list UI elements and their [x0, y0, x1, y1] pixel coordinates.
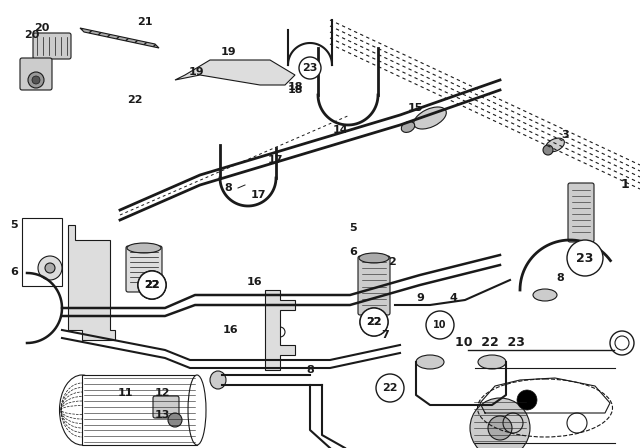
Text: 20: 20	[35, 23, 50, 33]
Ellipse shape	[60, 375, 104, 445]
Text: 10: 10	[433, 320, 447, 330]
Ellipse shape	[545, 138, 564, 152]
Text: 22: 22	[366, 317, 381, 327]
Circle shape	[488, 416, 512, 440]
Text: 19: 19	[220, 47, 236, 57]
Circle shape	[376, 374, 404, 402]
Text: 4: 4	[449, 293, 457, 303]
Circle shape	[543, 145, 553, 155]
Ellipse shape	[478, 355, 506, 369]
Text: 11: 11	[118, 388, 134, 398]
FancyBboxPatch shape	[126, 246, 162, 292]
Ellipse shape	[359, 253, 389, 263]
Text: 21: 21	[137, 17, 153, 27]
Ellipse shape	[188, 375, 206, 445]
FancyBboxPatch shape	[153, 396, 179, 418]
Text: 22: 22	[382, 383, 397, 393]
Text: 8: 8	[306, 365, 314, 375]
Text: 7: 7	[381, 330, 389, 340]
Text: 5: 5	[349, 223, 357, 233]
Text: 16: 16	[222, 325, 238, 335]
Ellipse shape	[127, 243, 161, 253]
Circle shape	[299, 57, 321, 79]
Ellipse shape	[413, 107, 446, 129]
Text: 23: 23	[576, 251, 594, 264]
Circle shape	[45, 263, 55, 273]
Circle shape	[28, 72, 44, 88]
Polygon shape	[68, 225, 115, 340]
FancyBboxPatch shape	[20, 58, 52, 90]
Ellipse shape	[533, 289, 557, 301]
Text: 5: 5	[10, 220, 18, 230]
Circle shape	[360, 308, 388, 336]
Text: 17: 17	[250, 190, 266, 200]
Polygon shape	[175, 60, 295, 85]
Text: 14: 14	[332, 125, 348, 135]
Text: 6: 6	[349, 247, 357, 257]
Circle shape	[138, 271, 166, 299]
Text: 12: 12	[155, 388, 170, 398]
Text: 18: 18	[287, 85, 303, 95]
Text: 8: 8	[556, 273, 564, 283]
Text: 23: 23	[302, 63, 317, 73]
Circle shape	[517, 390, 537, 410]
Text: 20: 20	[24, 30, 40, 40]
Text: 22: 22	[144, 280, 160, 290]
Text: 1: 1	[621, 178, 629, 191]
Text: 3: 3	[561, 130, 569, 140]
Text: 22: 22	[127, 95, 143, 105]
Circle shape	[168, 413, 182, 427]
Polygon shape	[80, 28, 159, 48]
Bar	[82, 375, 197, 445]
Ellipse shape	[210, 371, 226, 389]
Text: 6: 6	[10, 267, 18, 277]
Text: 22: 22	[144, 280, 160, 290]
Text: 9: 9	[416, 293, 424, 303]
Text: 13: 13	[155, 410, 170, 420]
Text: 22: 22	[144, 280, 160, 290]
Text: 15: 15	[407, 103, 422, 113]
Circle shape	[138, 271, 166, 299]
Bar	[22, 218, 62, 286]
Circle shape	[32, 76, 40, 84]
Ellipse shape	[416, 355, 444, 369]
Text: 16: 16	[247, 277, 263, 287]
Text: 8: 8	[224, 183, 232, 193]
Circle shape	[567, 240, 603, 276]
Text: 22: 22	[366, 317, 381, 327]
Circle shape	[138, 271, 166, 299]
FancyBboxPatch shape	[33, 33, 71, 59]
Text: 10  22  23: 10 22 23	[455, 336, 525, 349]
Circle shape	[38, 256, 62, 280]
Text: 19: 19	[189, 67, 205, 77]
FancyBboxPatch shape	[358, 256, 390, 315]
Ellipse shape	[401, 121, 415, 133]
Text: 17: 17	[268, 155, 283, 165]
Circle shape	[426, 311, 454, 339]
Circle shape	[360, 308, 388, 336]
Polygon shape	[265, 290, 295, 370]
FancyBboxPatch shape	[568, 183, 594, 242]
Text: 2: 2	[388, 257, 396, 267]
Text: 18: 18	[287, 82, 303, 92]
Circle shape	[470, 398, 530, 448]
